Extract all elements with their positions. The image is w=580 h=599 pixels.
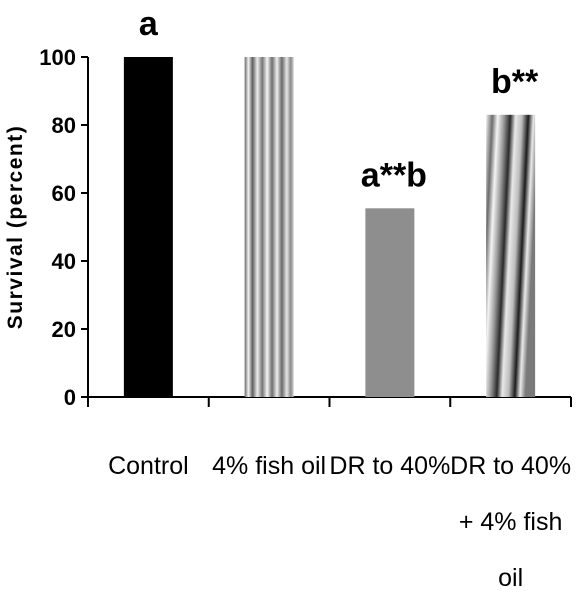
x-category-label-line: + 4% fish [459, 508, 563, 536]
y-axis-title: Survival (percent) [4, 125, 27, 329]
y-tick-label: 80 [52, 113, 76, 138]
labels: a Control 4% fish oil a**b DR to 40% b** DR to… [108, 5, 571, 592]
x-category-label-line: Control [108, 452, 189, 480]
x-category-label: Control [108, 452, 189, 480]
x-category-label: DR to 40% [329, 452, 450, 480]
bar [365, 208, 415, 397]
y-axis-title-group: Survival (percent) [4, 125, 27, 329]
bar [244, 57, 294, 397]
bar-annotation: b** [491, 63, 539, 101]
bars [123, 57, 536, 398]
bar [486, 114, 536, 398]
bar [123, 57, 173, 397]
y-tick-label: 60 [52, 181, 76, 206]
y-tick-label: 40 [52, 249, 76, 274]
bar-annotation: a**b [361, 156, 427, 194]
x-category-label-line: oil [498, 564, 523, 592]
bar-annotation: a [139, 5, 159, 43]
x-category-label: 4% fish oil [212, 452, 326, 480]
x-category-label-line: DR to 40% [450, 452, 571, 480]
x-category-label-line: DR to 40% [329, 452, 450, 480]
y-tick-label: 0 [64, 385, 76, 410]
y-tick-label: 20 [52, 317, 76, 342]
y-tick-label: 100 [39, 45, 76, 70]
x-category-label: DR to 40% + 4% fish oil [450, 452, 571, 592]
x-category-label-line: 4% fish oil [212, 452, 326, 480]
